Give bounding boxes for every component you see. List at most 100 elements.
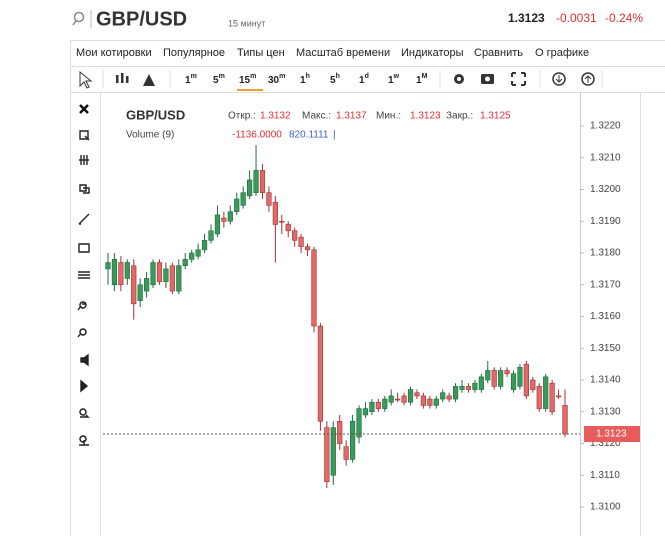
timeframe[interactable]: 1M: [416, 73, 428, 86]
candle-body: [510, 373, 517, 390]
candle-body: [491, 370, 497, 387]
candle-body: [259, 170, 266, 193]
menu-item[interactable]: Масштаб времени: [296, 47, 390, 59]
y-tick-label: 1.3170: [590, 279, 621, 290]
tool-button[interactable]: [80, 379, 89, 393]
candle-body: [472, 382, 478, 390]
tool-button[interactable]: [77, 301, 87, 311]
fullscreen-icon[interactable]: [511, 72, 526, 86]
timeframe[interactable]: 30m: [268, 73, 285, 86]
candle-body: [414, 392, 420, 397]
menu-item[interactable]: О графике: [535, 47, 589, 59]
download-icon[interactable]: [552, 72, 566, 86]
candle-body: [343, 446, 349, 460]
timeframe-number: 1: [300, 75, 306, 86]
volume-label: Volume (9): [126, 130, 174, 141]
tool-button[interactable]: [78, 271, 90, 279]
candle-body: [362, 408, 369, 416]
candle-body: [401, 395, 407, 403]
candle-body: [420, 395, 426, 406]
tool-icon: [77, 301, 87, 311]
menu-item[interactable]: Сравнить: [474, 47, 523, 59]
candle-body: [330, 427, 336, 476]
ohlc-label: Откр.:: [228, 111, 256, 122]
y-tick-label: 1.3110: [590, 470, 620, 481]
volume-value: -1136.0000: [232, 130, 282, 141]
camera-icon[interactable]: [481, 74, 494, 84]
candle-body: [182, 259, 188, 267]
ohlc-value: 1.3137: [336, 111, 367, 122]
delete-tool[interactable]: [79, 104, 89, 114]
y-tick-label: 1.3160: [590, 311, 621, 322]
candle-body: [234, 198, 240, 213]
timeframe[interactable]: 1d: [359, 73, 369, 86]
candle-body: [247, 179, 253, 197]
candle-body: [292, 230, 298, 241]
tool-icon: [80, 379, 89, 393]
tool-button[interactable]: [80, 353, 89, 367]
candle-body: [163, 268, 169, 282]
timeframe[interactable]: 5h: [330, 73, 340, 86]
tool-button[interactable]: [78, 243, 90, 253]
last-price-label: 1.3123: [596, 429, 627, 440]
candle-body: [201, 240, 208, 251]
candle-body: [124, 262, 130, 279]
candle-body: [169, 265, 175, 292]
settings-icon[interactable]: [454, 74, 464, 84]
timeframe[interactable]: 5m: [213, 73, 225, 86]
candle-body: [349, 420, 356, 460]
interval: 15 минут: [228, 18, 265, 28]
candles-type[interactable]: [116, 73, 129, 83]
tool-button[interactable]: [79, 155, 89, 165]
candle-body: [504, 370, 510, 374]
y-tick-label: 1.3100: [590, 502, 621, 513]
timeframe-unit: m: [250, 73, 256, 80]
cursor-tool[interactable]: [79, 70, 93, 89]
candle-body: [131, 265, 137, 305]
menu-item[interactable]: Типы цен: [237, 47, 285, 59]
candle-body: [485, 370, 491, 381]
tool-button[interactable]: [79, 184, 90, 194]
menu-item[interactable]: Мои котировки: [76, 47, 152, 59]
candle-body: [253, 170, 259, 193]
tool-button[interactable]: [79, 435, 89, 446]
timeframe-unit: h: [336, 73, 340, 80]
candle-body: [446, 395, 452, 400]
candle-body: [195, 249, 201, 257]
change: -0.0031: [556, 11, 597, 25]
timeframe[interactable]: 15m: [239, 73, 256, 86]
candle-body: [285, 224, 291, 232]
tool-icon: [78, 271, 90, 279]
tool-icon: [78, 213, 90, 225]
tool-button[interactable]: [79, 130, 90, 141]
tool-button[interactable]: [78, 213, 90, 225]
ohlc-label: Закр.:: [446, 111, 473, 122]
y-tick-label: 1.3150: [590, 343, 621, 354]
candle-body: [452, 386, 459, 400]
candle-body: [317, 325, 324, 422]
tool-button[interactable]: [77, 328, 87, 338]
tool-icon: [79, 155, 89, 165]
volume-separator: |: [333, 130, 336, 141]
area-type[interactable]: [143, 74, 155, 86]
timeframe-number: 1: [185, 75, 191, 86]
candle-body: [440, 392, 446, 400]
search-icon[interactable]: [73, 11, 85, 23]
tool-button[interactable]: [79, 408, 90, 418]
upload-icon[interactable]: [581, 72, 595, 86]
timeframe[interactable]: 1h: [300, 73, 310, 86]
candle-body: [105, 262, 111, 270]
tool-icon: [77, 328, 87, 338]
timeframe[interactable]: 1m: [185, 73, 197, 86]
timeframe-unit: M: [422, 73, 428, 80]
candle-body: [279, 220, 285, 223]
y-tick-label: 1.3190: [590, 216, 621, 227]
candle-body: [395, 398, 401, 401]
menu-bar: [70, 40, 665, 67]
menu-item[interactable]: Индикаторы: [401, 47, 464, 59]
timeframe[interactable]: 1w: [388, 73, 400, 86]
candle-body: [337, 420, 343, 444]
price: 1.3123: [508, 11, 545, 25]
menu-item[interactable]: Популярное: [163, 47, 225, 59]
